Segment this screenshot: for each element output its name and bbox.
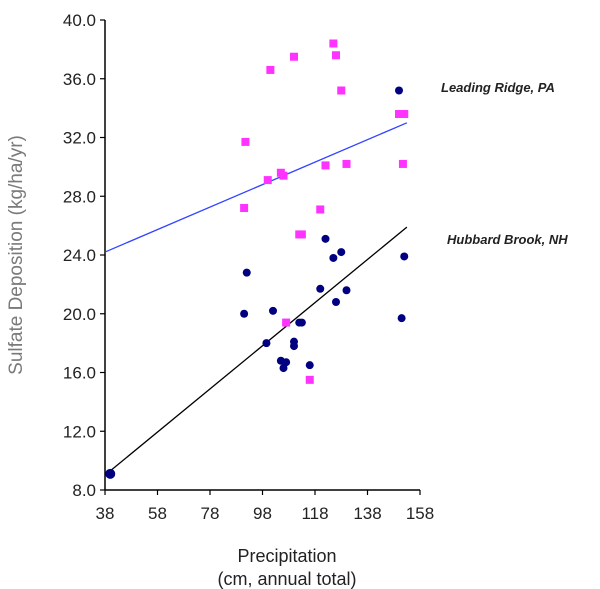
data-point-leading-ridge bbox=[329, 39, 338, 48]
x-tick-label: 78 bbox=[201, 504, 220, 523]
data-point-leading-ridge bbox=[395, 110, 403, 118]
series-label-leading-ridge: Leading Ridge, PA bbox=[441, 80, 555, 95]
y-tick-label: 20.0 bbox=[63, 305, 96, 324]
data-point-hubbard-brook bbox=[395, 86, 403, 95]
data-point-leading-ridge bbox=[337, 86, 346, 95]
y-tick-label: 32.0 bbox=[63, 129, 96, 148]
data-point-leading-ridge bbox=[297, 230, 306, 239]
y-tick-label: 24.0 bbox=[63, 246, 96, 265]
data-point-leading-ridge bbox=[332, 51, 340, 60]
data-point-leading-ridge bbox=[398, 159, 407, 168]
data-point-hubbard-brook bbox=[105, 468, 116, 479]
data-point-leading-ridge bbox=[240, 204, 249, 212]
data-point-leading-ridge bbox=[279, 171, 288, 180]
trend-line-hubbard-brook bbox=[109, 226, 408, 472]
y-tick-label: 16.0 bbox=[63, 364, 96, 383]
data-point-hubbard-brook bbox=[290, 342, 298, 351]
data-point-hubbard-brook bbox=[262, 339, 271, 348]
data-point-leading-ridge bbox=[290, 52, 298, 61]
y-tick-label: 40.0 bbox=[63, 11, 96, 30]
x-tick-label: 58 bbox=[148, 504, 167, 523]
data-point-leading-ridge bbox=[266, 65, 275, 74]
data-point-hubbard-brook bbox=[305, 361, 314, 370]
x-tick-label: 158 bbox=[406, 504, 434, 523]
data-point-leading-ridge bbox=[305, 375, 314, 384]
x-axis-title: Precipitation bbox=[237, 546, 336, 566]
data-point-hubbard-brook bbox=[342, 286, 351, 295]
data-point-hubbard-brook bbox=[269, 306, 277, 315]
data-point-leading-ridge bbox=[241, 137, 250, 146]
chart-labels: Precipitation (cm, annual total) Sulfate D… bbox=[6, 80, 568, 589]
data-point-leading-ridge bbox=[321, 161, 330, 170]
data-point-leading-ridge bbox=[342, 159, 351, 168]
trend-line-leading-ridge bbox=[104, 122, 408, 253]
data-point-hubbard-brook bbox=[321, 234, 330, 243]
x-tick-label: 118 bbox=[301, 504, 328, 523]
data-point-hubbard-brook bbox=[242, 268, 251, 277]
y-tick-label: 12.0 bbox=[63, 422, 96, 441]
series-label-hubbard-brook: Hubbard Brook, NH bbox=[447, 232, 568, 247]
data-point-leading-ridge bbox=[400, 110, 409, 118]
data-point-leading-ridge bbox=[316, 205, 325, 214]
data-point-hubbard-brook bbox=[240, 309, 249, 318]
chart-axes: 8.0 12.0 16.0 20.0 24.0 28.0 32.0 36.0 40.0 38 58 7… bbox=[63, 11, 434, 523]
data-point-leading-ridge bbox=[282, 318, 291, 327]
x-tick-label: 138 bbox=[353, 504, 381, 523]
data-point-hubbard-brook bbox=[316, 284, 325, 293]
data-point-hubbard-brook bbox=[332, 298, 340, 306]
x-tick-label: 98 bbox=[253, 504, 272, 523]
x-tick-label: 38 bbox=[96, 504, 115, 523]
data-point-leading-ridge bbox=[263, 176, 272, 185]
data-point-hubbard-brook bbox=[397, 314, 406, 323]
data-point-hubbard-brook bbox=[337, 248, 346, 257]
data-point-hubbard-brook bbox=[400, 252, 409, 261]
data-point-hubbard-brook bbox=[329, 253, 338, 262]
data-point-hubbard-brook bbox=[282, 358, 291, 367]
y-tick-label: 28.0 bbox=[63, 187, 96, 206]
data-point-hubbard-brook bbox=[297, 318, 306, 327]
data-points bbox=[105, 39, 409, 479]
x-axis-subtitle: (cm, annual total) bbox=[217, 569, 356, 589]
y-tick-label: 8.0 bbox=[72, 481, 96, 500]
y-tick-label: 36.0 bbox=[63, 70, 96, 89]
y-axis-title: Sulfate Deposition (kg/ha/yr) bbox=[6, 135, 27, 375]
trend-lines bbox=[104, 122, 408, 472]
